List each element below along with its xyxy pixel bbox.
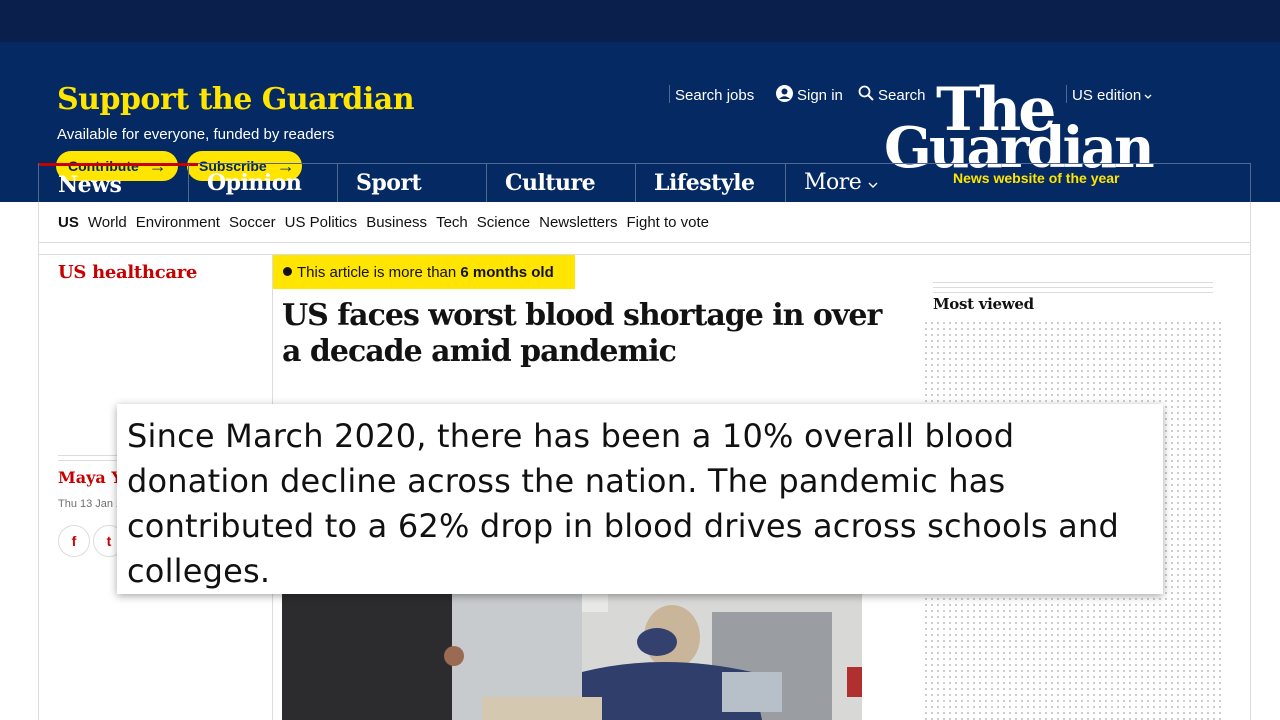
contribute-button[interactable]: Contribute →	[56, 151, 178, 181]
pillar-news-label: News	[58, 172, 122, 198]
pillar-sport-label: Sport	[356, 170, 422, 196]
divider	[39, 254, 1250, 255]
edition-label: US edition	[1072, 86, 1142, 104]
subnav-item-environment[interactable]: Environment	[135, 214, 220, 231]
more-menu[interactable]: More	[785, 164, 905, 203]
more-label: More	[804, 170, 862, 195]
logo-line-the: The	[936, 75, 1056, 145]
subnav-item-us[interactable]: US	[58, 214, 79, 231]
age-badge-prefix: This article is more than	[297, 264, 457, 281]
support-subtitle: Available for everyone, funded by reader…	[57, 126, 335, 143]
sign-in-link[interactable]: Sign in	[776, 84, 843, 106]
chevron-down-icon	[868, 170, 878, 195]
subnav: US World Environment Soccer US Politics …	[58, 214, 718, 231]
search-icon	[858, 85, 874, 105]
pillar-nav: News Opinion Sport Culture Lifestyle Mor…	[38, 163, 1251, 202]
subnav-item-fight-to-vote[interactable]: Fight to vote	[626, 214, 710, 231]
clock-icon	[283, 267, 292, 276]
pillar-culture-label: Culture	[505, 170, 596, 196]
contribute-label: Contribute	[68, 158, 139, 174]
section-label[interactable]: US healthcare	[58, 262, 198, 283]
facebook-icon: f	[71, 533, 77, 549]
article-age-badge: This article is more than 6 months old	[273, 255, 575, 289]
search-label: Search	[878, 86, 926, 104]
logo-line-guardian: Guardian	[884, 115, 1155, 181]
sign-in-label: Sign in	[797, 86, 843, 104]
twitter-icon: t	[106, 533, 112, 549]
divider	[1066, 85, 1067, 103]
subnav-item-newsletters[interactable]: Newsletters	[539, 214, 618, 231]
arrow-right-icon: →	[148, 156, 167, 176]
most-viewed-heading: Most viewed	[933, 295, 1034, 313]
author-name[interactable]: Maya Ya	[58, 468, 132, 487]
masthead: Support the Guardian Available for every…	[0, 42, 1280, 202]
chevron-down-icon	[1144, 87, 1152, 104]
top-bar	[0, 0, 1280, 42]
pillar-culture[interactable]: Culture	[486, 164, 636, 203]
divider	[933, 282, 1213, 283]
article-date: Thu 13 Jan 2	[58, 498, 123, 510]
divider	[669, 85, 670, 103]
search-jobs-link[interactable]: Search jobs	[669, 85, 755, 105]
subnav-item-tech[interactable]: Tech	[436, 214, 468, 231]
pillar-lifestyle-label: Lifestyle	[654, 170, 755, 196]
pillar-news[interactable]: News	[39, 163, 198, 202]
caption-overlay: Since March 2020, there has been a 10% o…	[117, 404, 1163, 594]
search-link[interactable]: Search	[858, 85, 926, 105]
divider	[39, 242, 1250, 243]
guardian-logo[interactable]: The Guardian News website of the year	[884, 80, 1164, 190]
subnav-item-soccer[interactable]: Soccer	[228, 214, 276, 231]
facebook-share-button[interactable]: f	[58, 525, 90, 557]
divider	[635, 164, 636, 202]
subnav-item-business[interactable]: Business	[366, 214, 428, 231]
search-jobs-label: Search jobs	[675, 86, 755, 104]
subnav-item-science[interactable]: Science	[476, 214, 531, 231]
pillar-opinion[interactable]: Opinion	[188, 164, 338, 203]
divider	[785, 164, 786, 202]
user-icon	[776, 84, 793, 106]
divider	[337, 164, 338, 202]
subscribe-label: Subscribe	[199, 158, 267, 174]
pillar-lifestyle[interactable]: Lifestyle	[635, 164, 785, 203]
divider	[933, 287, 1213, 288]
divider	[486, 164, 487, 202]
subnav-item-us-politics[interactable]: US Politics	[284, 214, 358, 231]
pillar-sport[interactable]: Sport	[337, 164, 487, 203]
divider	[933, 292, 1213, 293]
subnav-item-world[interactable]: World	[87, 214, 127, 231]
edition-selector[interactable]: US edition	[1066, 85, 1152, 105]
arrow-right-icon: →	[276, 156, 295, 176]
article-headline: US faces worst blood shortage in over a …	[282, 298, 882, 369]
support-title: Support the Guardian	[57, 82, 415, 117]
logo-tagline: News website of the year	[953, 170, 1120, 186]
subscribe-button[interactable]: Subscribe →	[187, 151, 302, 181]
divider	[188, 164, 189, 202]
age-badge-bold: 6 months old	[460, 264, 554, 281]
article-photo	[282, 592, 862, 720]
pillar-opinion-label: Opinion	[207, 170, 302, 196]
